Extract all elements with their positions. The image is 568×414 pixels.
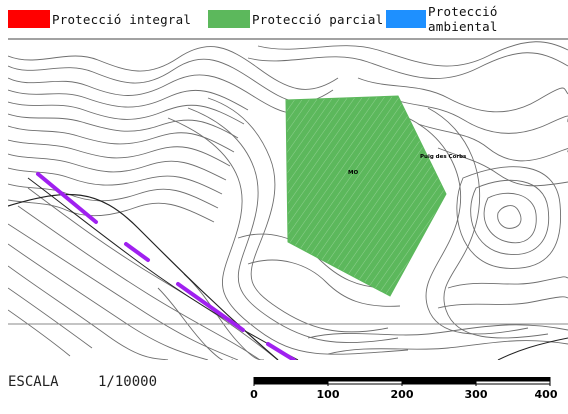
map-label-place: Puig des Corbs [420,154,467,160]
scale-bar-graphic: 0 100 200 300 400 [250,377,558,401]
scale-tick-400: 400 [535,388,558,401]
topographic-map[interactable]: MO Puig des Corbs [8,38,568,360]
legend-label-parcial: Protecció parcial [252,11,384,27]
scale-tick-0: 0 [250,388,258,401]
legend-label-ambiental: Protecció ambiental [428,4,498,34]
route-line [36,172,296,360]
legend-item-integral: Protecció integral [8,10,191,28]
scale-bar: 0 100 200 300 400 [240,374,560,410]
legend-item-ambiental: Protecció ambiental [386,4,568,34]
scale-tick-100: 100 [317,388,340,401]
map-label-point: MO [348,170,358,176]
road-line-3 [497,337,568,360]
road-line [8,193,279,360]
protection-zone-polygon[interactable] [285,95,447,297]
scale-tick-300: 300 [465,388,488,401]
legend-item-parcial: Protecció parcial [208,10,383,28]
scale-tick-200: 200 [391,388,414,401]
map-canvas: MO Puig des Corbs [8,38,568,360]
scale-ratio: 1/10000 [98,374,158,390]
legend-swatch-ambiental [386,10,427,28]
legend-label-integral: Protecció integral [52,11,192,27]
legend-swatch-integral [8,10,50,28]
legend-swatch-parcial [208,10,250,28]
scale-label: ESCALA [8,374,59,390]
road-line-2 [27,177,299,360]
map-legend: Protecció integral Protecció parcial Pro… [0,0,568,40]
